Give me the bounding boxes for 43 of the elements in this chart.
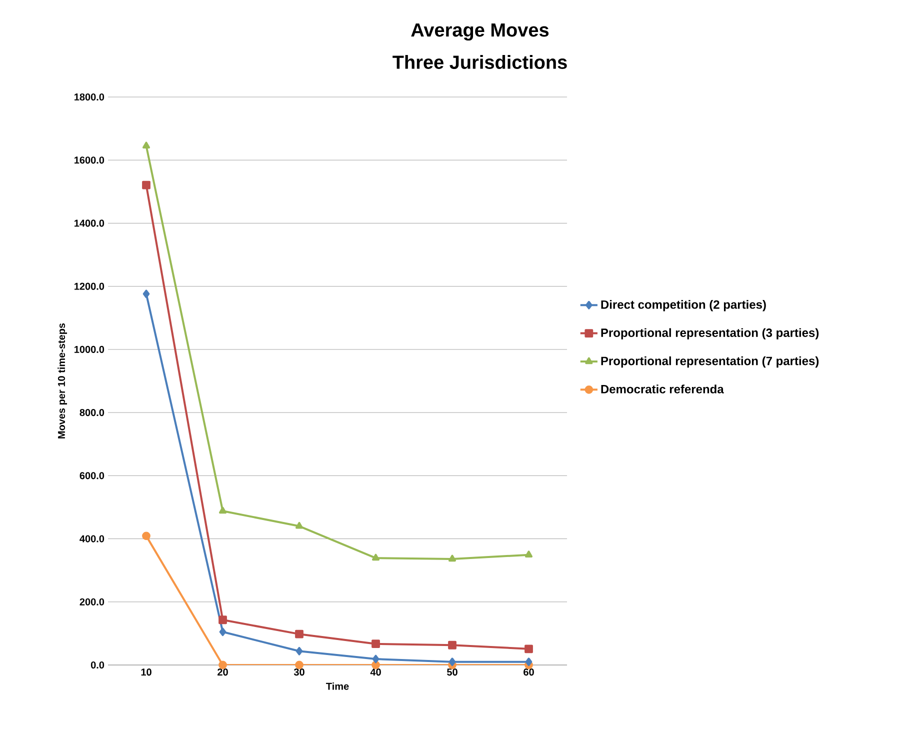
y-tick-label: 200.0 [80,598,104,606]
point [372,654,380,664]
point [525,658,532,666]
legend-label: Proportional representation (7 parties) [601,356,819,368]
point [372,640,380,648]
point [372,554,380,561]
y-tick-label: 1000.0 [74,346,104,353]
point [448,640,456,650]
point [142,180,150,190]
y-tick-label: 1800.0 [74,93,104,101]
legend-label: Democratic referenda [601,384,724,394]
point [524,550,533,558]
y-tick-label: 1400.0 [74,220,104,227]
point [295,630,304,638]
y-tick-label: 1600.0 [74,156,104,164]
point [142,532,150,540]
x-tick-label: 50 [447,668,458,676]
point [218,506,227,514]
x-tick-label: 20 [218,668,228,676]
y-tick-label: 600.0 [80,472,104,480]
point [218,616,227,624]
point [448,658,456,666]
x-tick-label: 30 [294,668,304,676]
y-tick-label: 1200.0 [74,282,104,290]
point [142,290,150,298]
y-tick-label: 800.0 [80,409,104,416]
y-axis-title: Moves per 10 time-steps [58,323,68,438]
x-tick-label: 60 [524,668,534,676]
legend-label: Proportional representation (3 parties) [601,328,819,340]
chart-subtitle: Three Jurisdictions [392,55,567,69]
x-axis-title: Time [326,682,349,690]
point [219,628,226,636]
y-tick-label: 400.0 [80,535,104,542]
point [142,142,150,149]
point [448,554,456,562]
x-tick-label: 10 [141,668,152,676]
y-tick-label: 0.0 [90,661,104,669]
point [524,644,533,654]
legend-label: Direct competition (2 parties) [601,300,766,312]
x-tick-label: 40 [370,668,381,676]
chart-title: Average Moves [411,23,549,41]
point [296,646,303,656]
point [295,522,304,529]
